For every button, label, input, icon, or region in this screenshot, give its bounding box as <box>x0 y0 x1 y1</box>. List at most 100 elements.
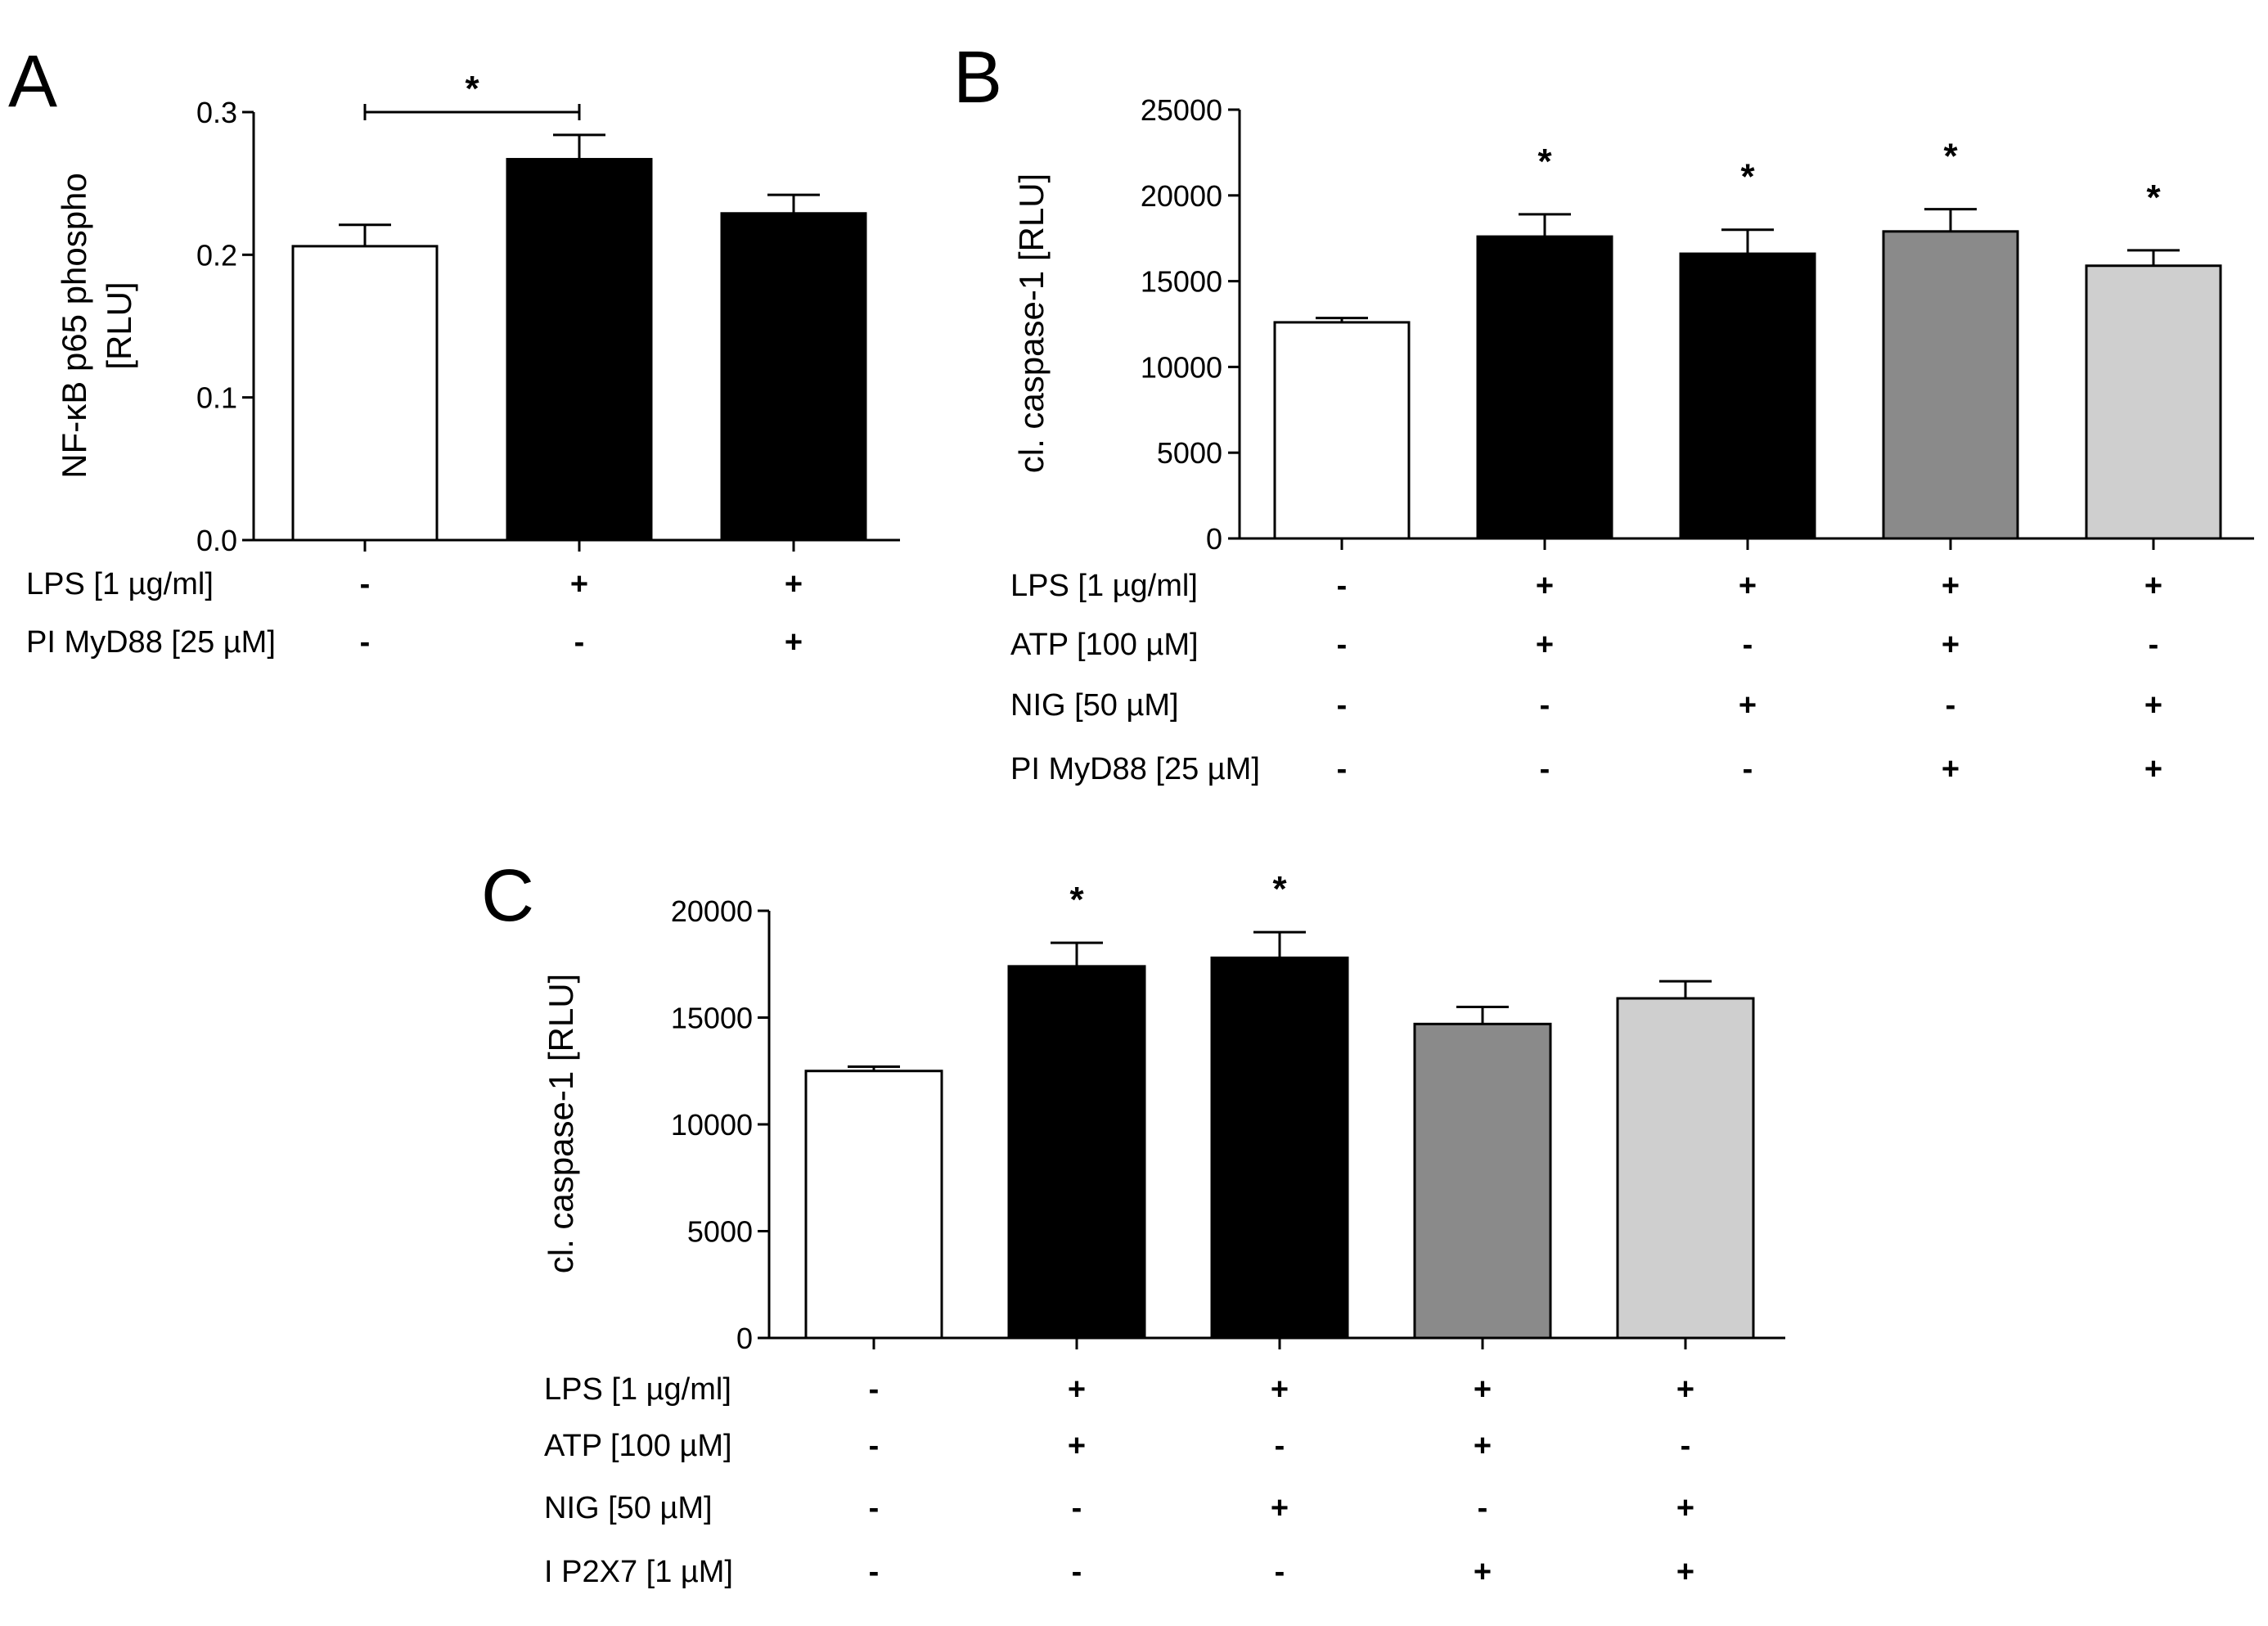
condition-sign: - <box>869 1491 880 1525</box>
condition-row-label: LPS [1 µg/ml] <box>26 567 214 601</box>
condition-sign: - <box>869 1555 880 1589</box>
condition-sign: + <box>1739 569 1757 603</box>
condition-sign: + <box>570 567 588 601</box>
y-tick-label: 0.1 <box>196 381 237 415</box>
bar <box>1273 321 1411 540</box>
y-tick-label: 5000 <box>1157 436 1222 470</box>
condition-sign: + <box>2144 569 2162 603</box>
y-tick-label: 10000 <box>671 1108 753 1142</box>
bar <box>1616 997 1755 1340</box>
y-tick-label: 15000 <box>1141 265 1222 299</box>
condition-sign: + <box>1474 1372 1492 1407</box>
y-axis-label: [RLU] <box>100 282 138 369</box>
condition-sign: - <box>1743 628 1753 662</box>
condition-sign: - <box>1540 752 1550 786</box>
condition-sign: + <box>1536 569 1554 603</box>
condition-sign: - <box>2149 628 2159 662</box>
y-axis-label: cl. caspase-1 [RLU] <box>542 974 580 1273</box>
bar <box>506 158 653 542</box>
significance-star: * <box>1943 137 1958 177</box>
panel-label: B <box>953 37 1002 119</box>
y-tick-label: 0.0 <box>196 524 237 557</box>
bar <box>1476 235 1613 540</box>
condition-row-label: LPS [1 µg/ml] <box>1010 569 1198 603</box>
bar <box>1882 230 2019 540</box>
condition-row-label: ATP [100 µM] <box>544 1429 732 1463</box>
panel-label: C <box>481 855 534 937</box>
y-tick-label: 0.3 <box>196 96 237 129</box>
condition-sign: - <box>1337 688 1348 723</box>
bar <box>804 1070 943 1340</box>
condition-sign: + <box>1942 752 1960 786</box>
y-tick-label: 0 <box>736 1322 753 1355</box>
y-tick-label: 10000 <box>1141 350 1222 384</box>
condition-sign: - <box>869 1429 880 1463</box>
bar <box>1210 956 1349 1340</box>
condition-sign: + <box>1271 1491 1289 1525</box>
condition-row-label: I P2X7 [1 µM] <box>544 1555 733 1589</box>
condition-sign: + <box>1474 1429 1492 1463</box>
condition-sign: - <box>1275 1555 1285 1589</box>
condition-sign: - <box>1478 1491 1488 1525</box>
condition-sign: - <box>1540 688 1550 723</box>
condition-row-label: PI MyD88 [25 µM] <box>26 625 276 660</box>
condition-sign: - <box>1743 752 1753 786</box>
y-tick-label: 5000 <box>687 1215 753 1249</box>
condition-row-label: PI MyD88 [25 µM] <box>1010 752 1260 786</box>
condition-sign: - <box>1681 1429 1691 1463</box>
condition-sign: + <box>1739 688 1757 723</box>
condition-sign: + <box>1068 1429 1086 1463</box>
condition-row-label: LPS [1 µg/ml] <box>544 1372 731 1407</box>
y-tick-label: 25000 <box>1141 93 1222 127</box>
condition-sign: - <box>1072 1555 1082 1589</box>
condition-sign: - <box>1337 569 1348 603</box>
condition-sign: + <box>2144 688 2162 723</box>
bar <box>1679 252 1816 540</box>
condition-sign: - <box>1275 1429 1285 1463</box>
condition-sign: - <box>574 625 585 660</box>
y-tick-label: 0.2 <box>196 238 237 272</box>
condition-sign: + <box>785 625 803 660</box>
y-tick-label: 0 <box>1206 522 1222 556</box>
significance-star: * <box>1537 142 1552 182</box>
condition-sign: + <box>2144 752 2162 786</box>
panel-c: Ccl. caspase-1 [RLU] 0 5000 10000 15000 20000… <box>481 855 1785 1589</box>
condition-sign: + <box>1942 569 1960 603</box>
condition-sign: - <box>1072 1491 1082 1525</box>
panel-b: Bcl. caspase-1 [RLU] 0 5000 10000 15000 20000… <box>953 37 2254 786</box>
bar <box>291 245 439 542</box>
condition-sign: + <box>1676 1491 1694 1525</box>
condition-sign: + <box>1942 628 1960 662</box>
significance-star: * <box>1740 157 1755 197</box>
condition-sign: + <box>785 567 803 601</box>
panel-a: A NF-κB p65 phospho [RLU] 0.0 0.1 0.2 0.3 * LPS … <box>8 41 900 660</box>
y-axis-label: NF-κB p65 phospho <box>55 173 93 479</box>
bar <box>1413 1022 1552 1340</box>
condition-row-label: ATP [100 µM] <box>1010 628 1199 662</box>
significance-star: * <box>465 69 479 109</box>
condition-sign: + <box>1536 628 1554 662</box>
bar <box>1007 965 1146 1340</box>
condition-sign: - <box>360 567 371 601</box>
y-tick-label: 20000 <box>1141 179 1222 213</box>
bar <box>2085 264 2222 540</box>
condition-sign: + <box>1676 1555 1694 1589</box>
condition-row-label: NIG [50 µM] <box>544 1491 713 1525</box>
condition-sign: - <box>1946 688 1956 723</box>
condition-sign: - <box>1337 628 1348 662</box>
significance-star: * <box>1069 880 1084 920</box>
condition-sign: - <box>1337 752 1348 786</box>
significance-star: * <box>2146 178 2161 218</box>
panel-label: A <box>8 41 57 123</box>
significance-star: * <box>1272 869 1287 909</box>
condition-sign: + <box>1474 1555 1492 1589</box>
condition-sign: - <box>869 1372 880 1407</box>
condition-sign: + <box>1676 1372 1694 1407</box>
condition-row-label: NIG [50 µM] <box>1010 688 1179 723</box>
bar <box>720 212 867 542</box>
y-tick-label: 20000 <box>671 894 753 928</box>
condition-sign: + <box>1068 1372 1086 1407</box>
y-tick-label: 15000 <box>671 1002 753 1035</box>
y-axis-label: cl. caspase-1 [RLU] <box>1012 173 1051 473</box>
condition-sign: + <box>1271 1372 1289 1407</box>
